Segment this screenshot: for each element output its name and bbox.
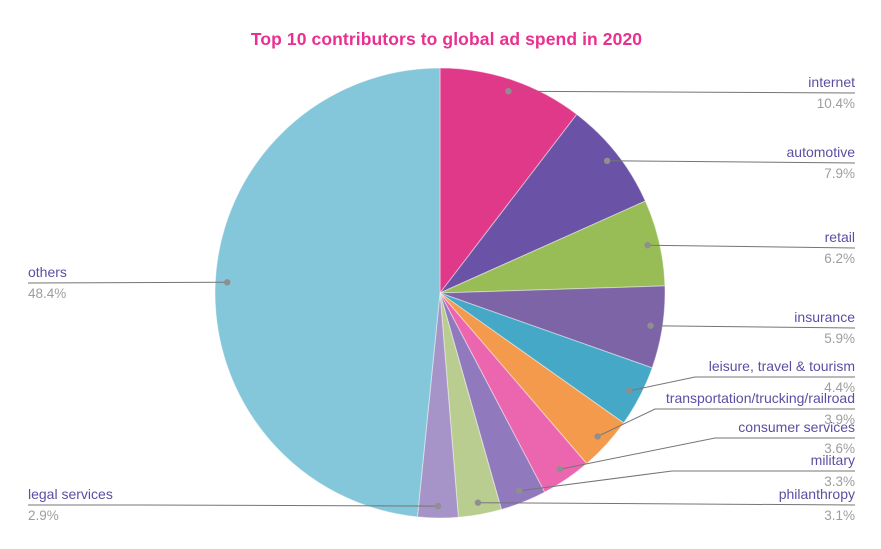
leader-line-insurance (650, 325, 856, 329)
leader-line-legal-services (28, 504, 439, 507)
leader-dot-consumer-services (556, 466, 563, 473)
pie-slice-leisure-travel-tourism[interactable] (439, 292, 653, 424)
pie-slice-automotive[interactable] (439, 113, 647, 294)
leader-dot-leisure-travel-tourism (626, 387, 633, 395)
chart-title: Top 10 contributors to global ad spend i… (250, 29, 643, 49)
leader-dot-philanthropy (474, 499, 482, 506)
leader-dot-others (224, 279, 231, 286)
pie-slice-military[interactable] (439, 292, 546, 511)
leader-line-consumer-services (559, 437, 855, 470)
pie-slice-insurance[interactable] (439, 285, 666, 369)
leader-line-automotive (607, 160, 856, 164)
leader-dot-transportation-trucking-railroad (594, 433, 601, 440)
leader-dot-military (515, 487, 523, 495)
leader-dot-legal-services (434, 502, 442, 510)
leader-line-philanthropy (477, 502, 856, 506)
leader-dot-automotive (603, 157, 611, 164)
leader-line-retail (647, 244, 856, 249)
pie-slice-retail[interactable] (439, 200, 666, 294)
leader-dot-retail (644, 242, 651, 249)
pie-slice-others[interactable] (214, 67, 441, 518)
pie-slice-philanthropy[interactable] (439, 292, 503, 518)
pie-slice-legal-services[interactable] (416, 292, 459, 519)
leader-line-internet (508, 90, 856, 94)
leader-dot-internet (505, 88, 512, 95)
leader-line-others (27, 281, 228, 284)
leader-line-transportation-trucking-railroad (597, 408, 855, 437)
leader-line-leisure-travel-tourism (629, 376, 855, 392)
pie-slice-internet[interactable] (439, 67, 578, 295)
leader-line-military (519, 470, 855, 492)
leader-dot-insurance (647, 322, 654, 329)
